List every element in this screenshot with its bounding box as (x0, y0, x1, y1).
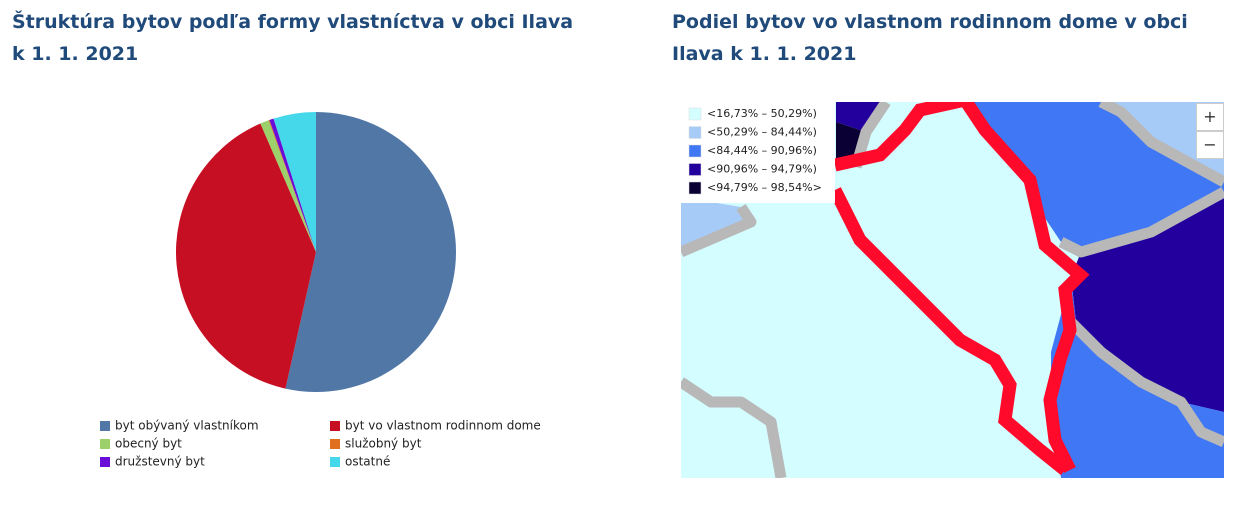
zoom-in[interactable]: + (1196, 103, 1224, 131)
legend-swatch (100, 439, 110, 449)
legend-label: byt obývaný vlastníkom (115, 419, 259, 433)
legend-swatch (688, 107, 702, 121)
boundary (833, 102, 1090, 473)
map-legend (681, 102, 835, 203)
pie-slice (260, 120, 316, 252)
pie-slice (175, 123, 316, 389)
legend-label: služobný byt (345, 437, 422, 451)
zoom-out[interactable]: − (1196, 131, 1224, 159)
border (681, 203, 757, 258)
map: <16,73% – 50,29%) <50,29% – 84,44%) <84,44… (681, 102, 1224, 478)
pie-slice (285, 112, 456, 392)
region (1051, 277, 1224, 478)
legend-label: družstevný byt (115, 455, 205, 469)
pie-slice (273, 112, 316, 252)
legend-label: <84,44% – 90,96%) (707, 144, 817, 157)
legend-label: ostatné (345, 455, 390, 469)
legend-swatch (688, 163, 702, 176)
border (1058, 187, 1224, 258)
region (836, 102, 886, 132)
region (971, 102, 1224, 252)
legend-label: <50,29% – 84,44%) (707, 126, 817, 139)
legend-swatch (688, 181, 702, 195)
boundary (829, 187, 1070, 476)
legend-label: <94,79% – 98,54%> (707, 181, 822, 194)
legend-swatch (330, 457, 340, 467)
map-title: Podiel bytov vo vlastnom rodinnom dome v… (672, 11, 1188, 65)
border (681, 377, 787, 478)
chart: byt obývaný vlastníkom byt vo vlastnom ro… (100, 112, 541, 469)
pie-slice (269, 118, 316, 253)
legend-swatch (100, 457, 110, 467)
legend-swatch (100, 421, 110, 431)
chart-title: Štruktúra bytov podľa formy vlastníctva … (12, 11, 574, 65)
legend-swatch (330, 439, 340, 449)
region (681, 197, 751, 252)
legend-label: obecný byt (115, 437, 182, 451)
legend-swatch (688, 126, 702, 139)
legend-swatch (330, 421, 340, 431)
legend-label: <16,73% – 50,29%) (707, 107, 817, 120)
border (1098, 102, 1224, 187)
border (1067, 318, 1224, 448)
legend-swatch (688, 144, 702, 158)
legend-label: byt vo vlastnom rodinnom dome (345, 419, 541, 433)
legend-label: <90,96% – 94,79%) (707, 163, 817, 176)
pie-slice (268, 119, 316, 252)
